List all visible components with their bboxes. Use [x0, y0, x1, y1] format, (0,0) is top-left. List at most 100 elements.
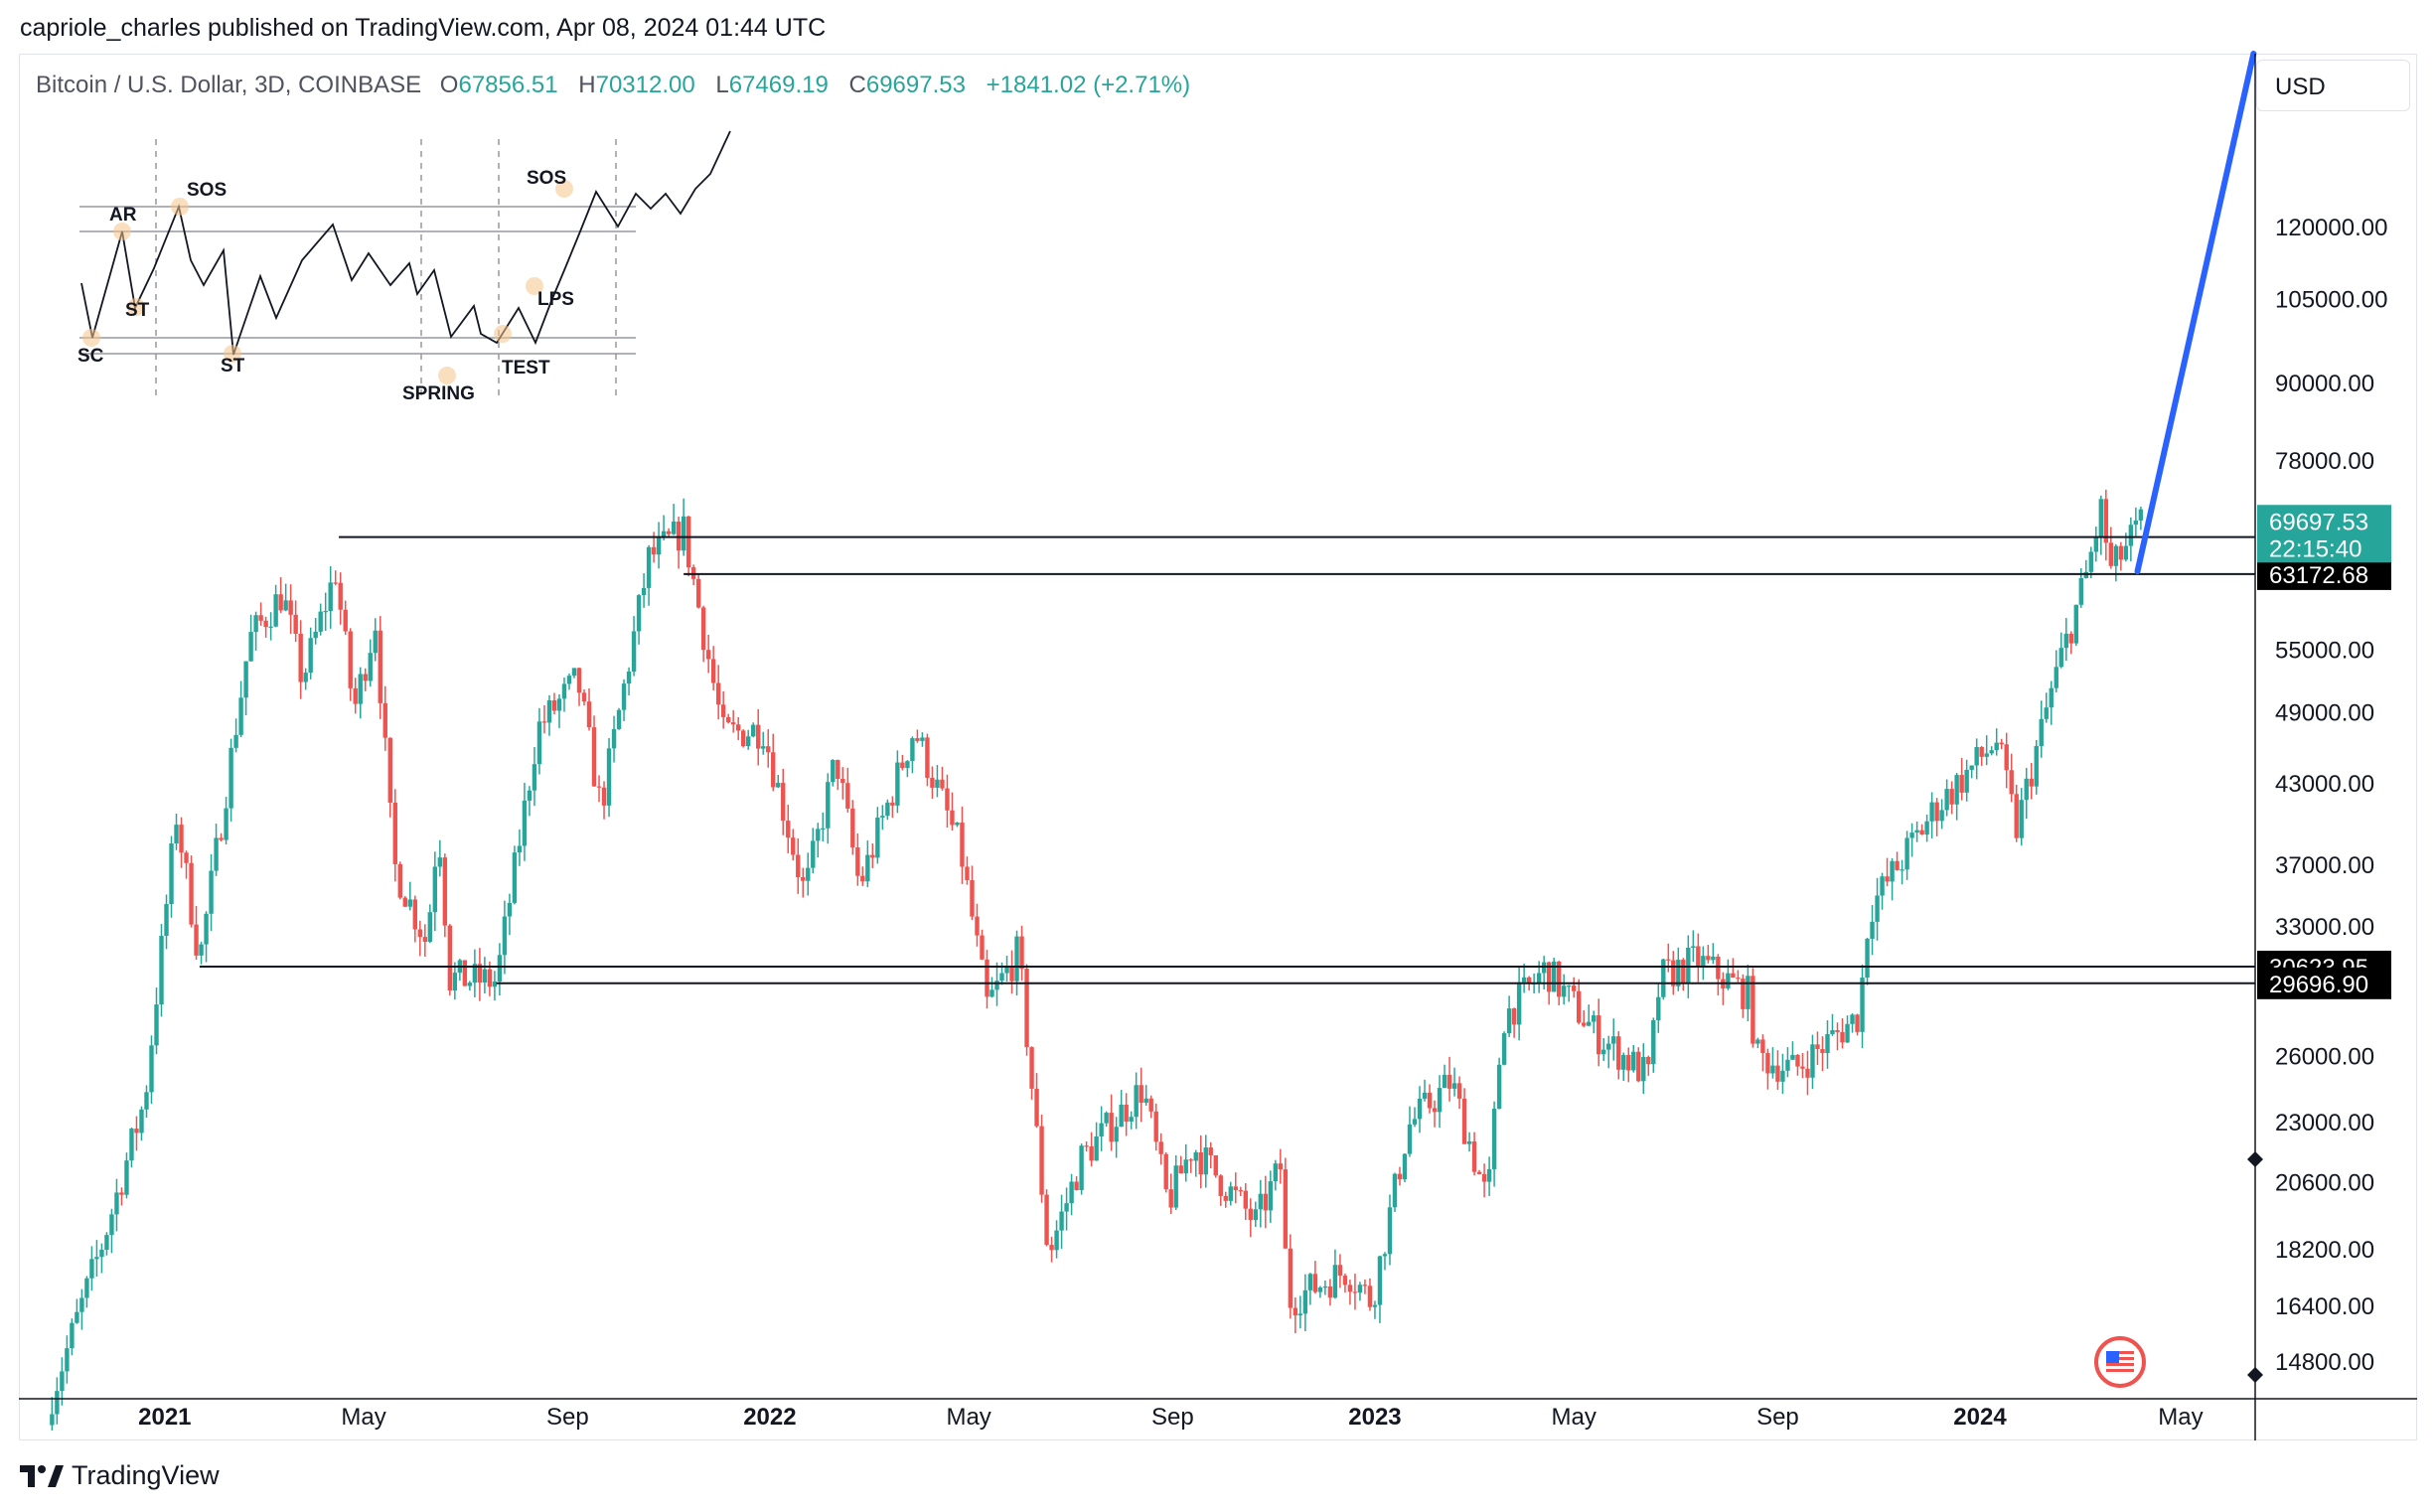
candle-body [2138, 509, 2144, 521]
candle-body [801, 876, 806, 881]
candle-body [860, 875, 865, 882]
candle-body [348, 631, 353, 688]
candle-body [751, 724, 756, 737]
time-tick-label: May [2158, 1404, 2203, 1431]
candle-body [442, 857, 448, 926]
inset-event-marker [224, 345, 241, 363]
candle-body [1248, 1208, 1254, 1221]
candle-body [313, 631, 318, 639]
candle-body [432, 866, 438, 913]
inset-event-label: SPRING [402, 383, 475, 404]
candle-body [1825, 1034, 1830, 1053]
candle-body [980, 935, 985, 960]
candle-body [1173, 1165, 1178, 1208]
candle-body [1114, 1127, 1119, 1142]
candle-body [725, 716, 731, 723]
price-tick-label: 26000.00 [2275, 1043, 2374, 1070]
candle-body [710, 659, 716, 683]
price-tick-label: 16400.00 [2275, 1293, 2374, 1320]
candle-body [70, 1322, 75, 1349]
candle-body [1317, 1287, 1323, 1292]
candle-body [836, 760, 840, 780]
candle-body [1233, 1186, 1238, 1191]
candle-body [1521, 977, 1527, 983]
publish-line: capriole_charles published on TradingVie… [20, 14, 827, 42]
candle-body [492, 981, 498, 987]
candle-body [1129, 1117, 1134, 1122]
candle-body [382, 702, 387, 738]
price-axis: 120000.00 105000.00 90000.00 78000.00 55000.… [2247, 54, 2387, 1440]
time-tick-label: 2021 [138, 1404, 191, 1431]
candle-body [2063, 633, 2068, 649]
candle-body [1387, 1207, 1393, 1255]
candle-body [735, 724, 741, 731]
us-flag-icon[interactable] [2094, 1336, 2146, 1388]
candle-body [1327, 1285, 1333, 1298]
candle-body [1009, 966, 1014, 982]
candle-body [124, 1160, 129, 1195]
candle-body [1089, 1145, 1094, 1161]
candle-body [467, 983, 473, 986]
time-tick-label: Sep [1756, 1404, 1799, 1431]
wyckoff-inset: SC AR ST SOS ST SPRING TEST LPS SOS [77, 130, 731, 404]
candle-body [601, 787, 607, 806]
candle-body [1597, 1015, 1601, 1055]
candle-body [806, 867, 811, 881]
candle-body [671, 522, 677, 534]
candle-body [204, 913, 209, 945]
candle-body [1731, 973, 1736, 979]
candle-body [1919, 830, 1924, 835]
candle-body [184, 852, 189, 863]
candle-body [786, 821, 791, 838]
candle-body [2068, 633, 2073, 644]
candle-body [373, 630, 378, 654]
candle-body [925, 737, 930, 778]
low-label: L [715, 72, 729, 98]
currency-selector[interactable]: USD [2256, 60, 2410, 111]
candle-body [1238, 1190, 1243, 1192]
candle-body [1576, 990, 1582, 1023]
candle-body [427, 912, 433, 943]
candle-body [318, 611, 323, 632]
candle-body [1974, 746, 1979, 766]
candle-body [715, 682, 721, 705]
inset-event-marker [82, 329, 100, 347]
candle-body [606, 748, 612, 806]
candle-body [462, 960, 468, 986]
candle-body [880, 816, 885, 818]
candle-body [1726, 973, 1731, 988]
candle-body [1895, 860, 1900, 870]
candle-body [1198, 1152, 1203, 1175]
candle-body [1481, 1173, 1487, 1182]
candle-body [1785, 1059, 1790, 1071]
candle-body [1870, 921, 1875, 939]
candle-body [940, 779, 945, 789]
candle-body [1924, 821, 1929, 835]
candle-body [1681, 960, 1686, 983]
candle-body [1163, 1153, 1168, 1190]
candle-body [1014, 936, 1019, 982]
high-label: H [578, 72, 596, 98]
candle-body [1686, 948, 1691, 983]
candle-body [1964, 769, 1969, 793]
candle-body [1571, 985, 1577, 991]
current-price-tag [2257, 505, 2391, 563]
candle-body [1074, 1181, 1079, 1190]
candle-body [179, 825, 184, 853]
candle-body [1691, 946, 1696, 949]
candle-body [2024, 778, 2029, 801]
candle-body [1213, 1154, 1218, 1176]
symbol-title[interactable]: Bitcoin / U.S. Dollar, 3D, COINBASE [36, 72, 422, 98]
candle-body [497, 955, 503, 982]
price-tick-label: 120000.00 [2275, 215, 2387, 241]
candle-body [1696, 946, 1701, 968]
candle-body [776, 783, 781, 788]
inset-event-marker [555, 180, 573, 198]
candle-body [641, 587, 647, 596]
candle-body [1741, 979, 1746, 1009]
candle-body [1471, 1141, 1477, 1172]
candle-body [2123, 545, 2129, 560]
candle-body [1377, 1256, 1383, 1305]
candle-body [1914, 830, 1919, 833]
